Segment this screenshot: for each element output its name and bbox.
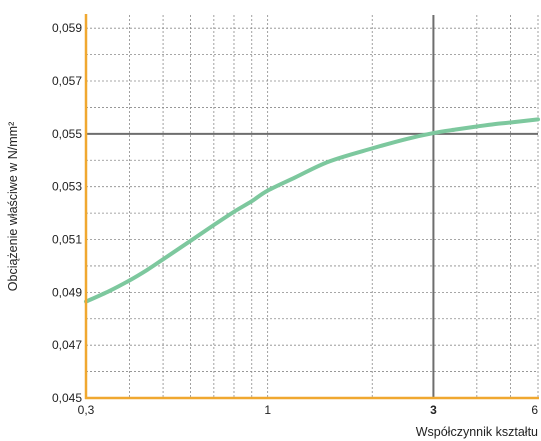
y-tick-label: 0,055 <box>52 127 82 141</box>
x-tick-label: 3 <box>430 403 437 417</box>
series-line-0 <box>84 117 540 304</box>
y-tick-label: 0,053 <box>52 180 82 194</box>
y-tick-label: 0,049 <box>52 285 82 299</box>
x-axis-title: Współczynnik kształtu <box>416 425 538 439</box>
axes <box>84 14 539 400</box>
tick-labels: 0,045 0,047 0,049 0,051 0,053 0,055 0,057 0,059… <box>52 21 538 417</box>
y-tick-label: 0,057 <box>52 74 82 88</box>
grid-lines <box>85 15 539 398</box>
y-axis-title: Obciążenie właściwe w N/mm² <box>6 122 20 291</box>
y-tick-label: 0,047 <box>52 338 82 352</box>
y-tick-label: 0,059 <box>52 21 82 35</box>
x-tick-label: 6 <box>531 403 538 417</box>
y-tick-label: 0,051 <box>52 233 82 247</box>
series-layer <box>84 117 540 304</box>
y-tick-label: 0,045 <box>52 391 82 405</box>
x-tick-label: 0,3 <box>78 403 95 417</box>
x-tick-label: 1 <box>264 403 271 417</box>
reference-lines <box>86 15 538 398</box>
